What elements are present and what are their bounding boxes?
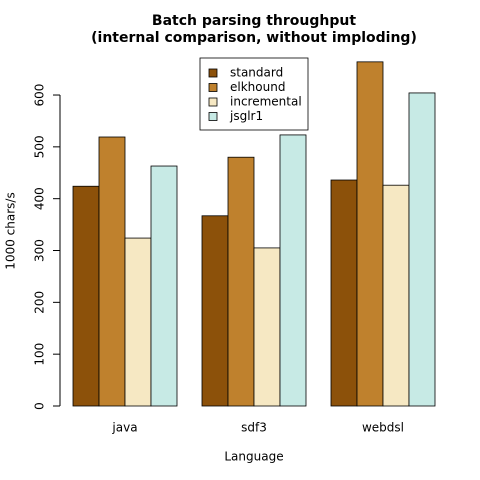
- y-axis-label: 1000 chars/s: [4, 192, 18, 269]
- bar: [382, 184, 410, 407]
- bar: [124, 237, 152, 407]
- x-tick-label: sdf3: [241, 421, 267, 435]
- legend-swatch: [208, 83, 218, 92]
- x-tick-label: java: [111, 421, 137, 435]
- y-tick-label: 500: [33, 135, 47, 158]
- chart-title: Batch parsing throughput: [152, 13, 356, 29]
- legend-label: standard: [230, 66, 283, 80]
- legend-label: jsglr1: [229, 109, 263, 123]
- x-tick-label: webdsl: [362, 421, 404, 435]
- bar: [408, 92, 436, 407]
- y-tick-label: 0: [33, 402, 47, 410]
- bar: [72, 185, 100, 407]
- y-tick-label: 600: [33, 84, 47, 107]
- legend-swatch: [208, 97, 218, 107]
- bar: [201, 215, 229, 407]
- legend-swatch: [208, 68, 218, 78]
- x-axis-label: Language: [224, 450, 283, 464]
- chart-subtitle: (internal comparison, without imploding): [91, 30, 417, 46]
- y-tick-label: 100: [33, 343, 47, 366]
- bar: [330, 179, 358, 407]
- bar: [150, 165, 178, 407]
- y-tick-label: 300: [33, 239, 47, 262]
- bar: [356, 61, 384, 407]
- bar: [98, 136, 126, 407]
- y-tick-label: 200: [33, 291, 47, 314]
- bar: [227, 156, 255, 407]
- y-tick-label: 400: [33, 187, 47, 210]
- legend-label: incremental: [230, 95, 302, 109]
- legend-label: elkhound: [230, 80, 285, 94]
- bar: [253, 247, 281, 407]
- legend-swatch: [208, 112, 218, 121]
- legend-box: [199, 57, 309, 131]
- bar: [279, 134, 307, 407]
